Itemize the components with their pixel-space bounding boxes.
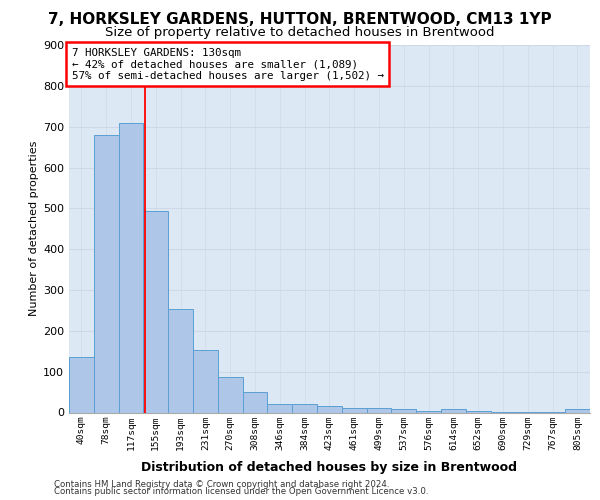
Bar [69, 358, 94, 412]
Text: Size of property relative to detached houses in Brentwood: Size of property relative to detached ho… [105, 26, 495, 39]
Text: 7, HORKSLEY GARDENS, HUTTON, BRENTWOOD, CM13 1YP: 7, HORKSLEY GARDENS, HUTTON, BRENTWOOD, … [48, 12, 552, 28]
Bar [441, 409, 466, 412]
Bar [317, 406, 342, 412]
Text: Contains public sector information licensed under the Open Government Licence v3: Contains public sector information licen… [54, 488, 428, 496]
Bar [218, 376, 242, 412]
Bar [292, 404, 317, 412]
Y-axis label: Number of detached properties: Number of detached properties [29, 141, 39, 316]
Text: Contains HM Land Registry data © Crown copyright and database right 2024.: Contains HM Land Registry data © Crown c… [54, 480, 389, 489]
Bar [143, 211, 168, 412]
Text: 7 HORKSLEY GARDENS: 130sqm
← 42% of detached houses are smaller (1,089)
57% of s: 7 HORKSLEY GARDENS: 130sqm ← 42% of deta… [72, 48, 384, 81]
Bar [342, 408, 367, 412]
Bar [242, 392, 268, 412]
Bar [268, 404, 292, 412]
Bar [565, 409, 590, 412]
X-axis label: Distribution of detached houses by size in Brentwood: Distribution of detached houses by size … [142, 461, 517, 474]
Bar [119, 122, 143, 412]
Bar [416, 411, 441, 412]
Bar [367, 408, 391, 412]
Bar [168, 309, 193, 412]
Bar [94, 135, 119, 412]
Bar [391, 409, 416, 412]
Bar [193, 350, 218, 412]
